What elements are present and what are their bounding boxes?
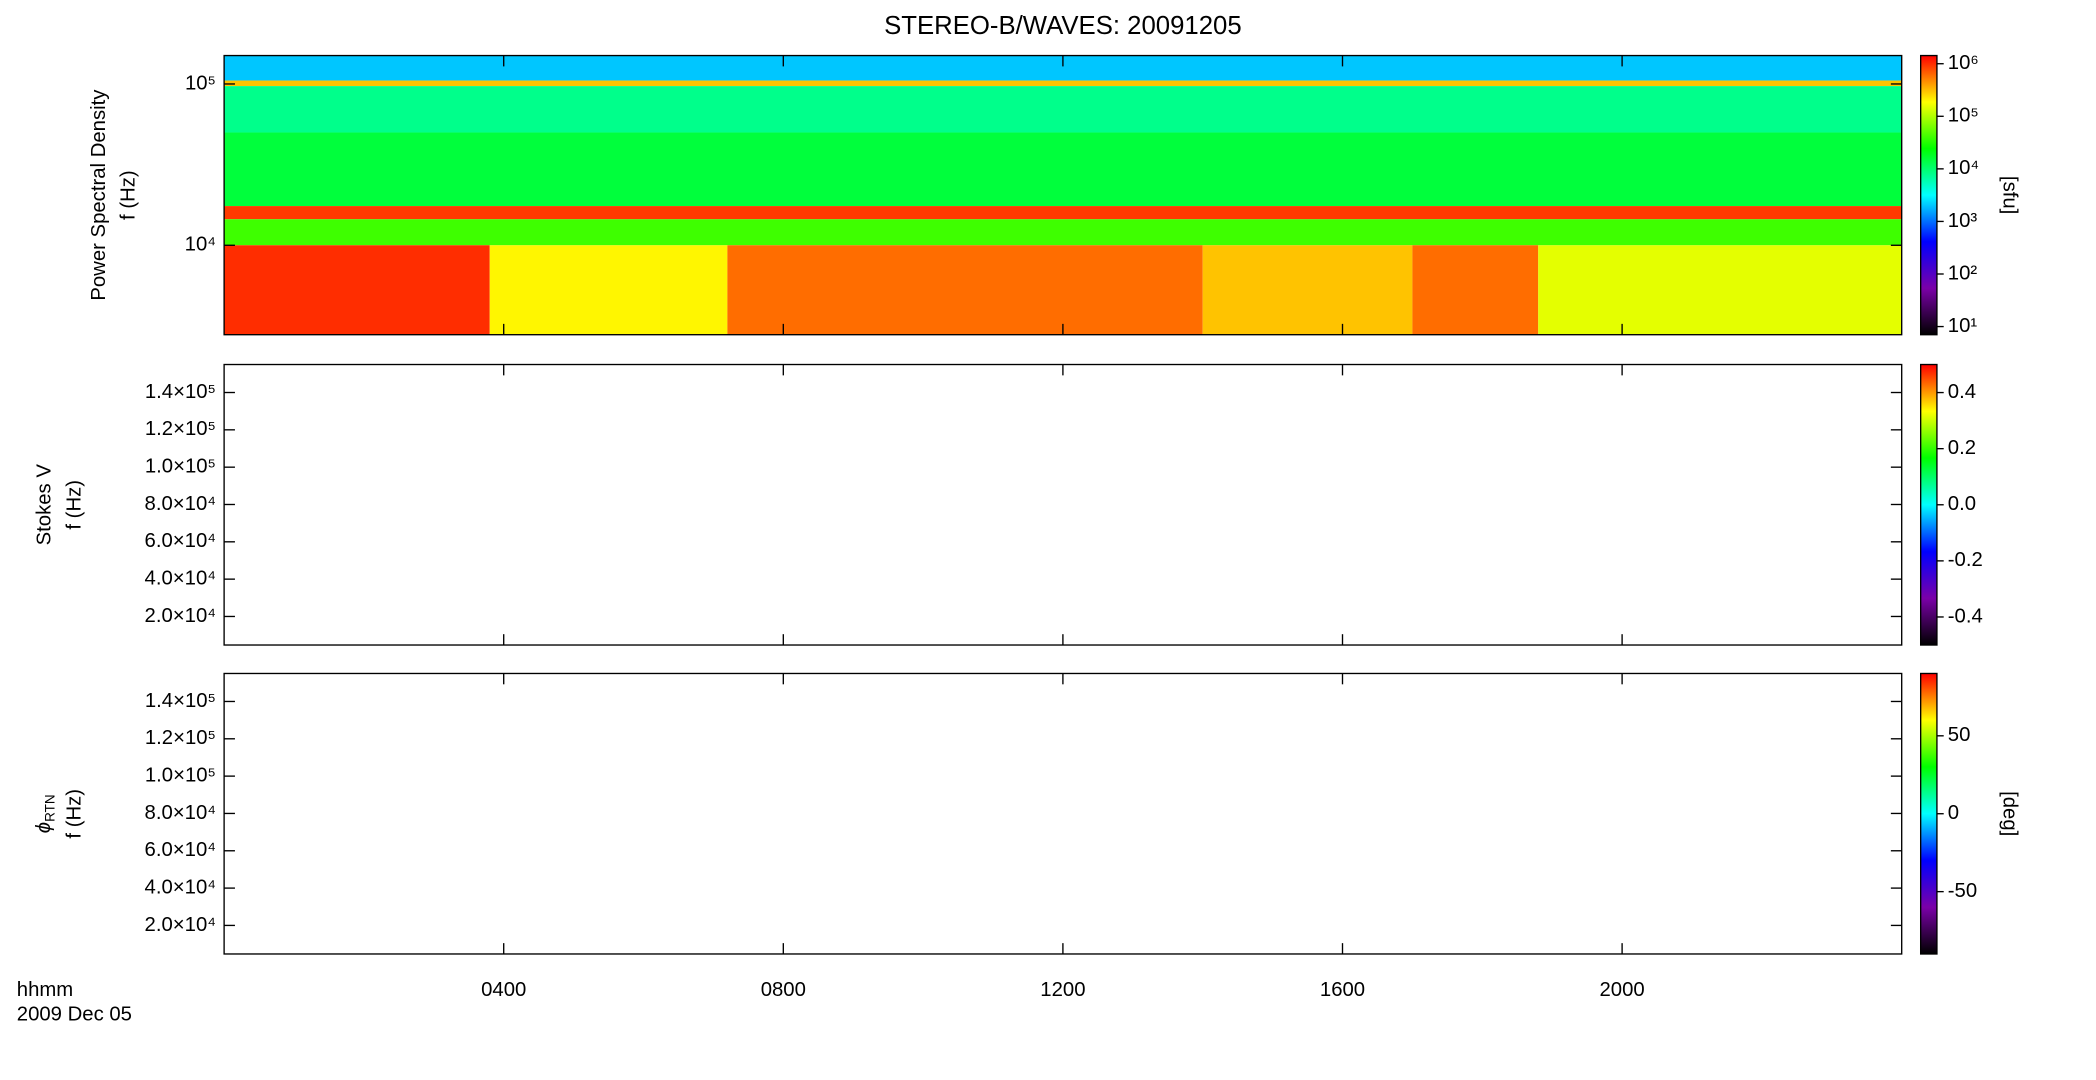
y-axis-title: ϕRTN bbox=[34, 794, 58, 833]
colorbar bbox=[1919, 54, 1938, 336]
colorbar-tick-label: 10¹ bbox=[1948, 315, 1978, 337]
y-tick-label: 2.0×10⁴ bbox=[145, 914, 216, 936]
x-axis-title: hhmm bbox=[17, 979, 73, 1001]
colorbar-title: [sfu] bbox=[1998, 176, 2020, 214]
y-tick-label: 4.0×10⁴ bbox=[145, 876, 216, 898]
colorbar bbox=[1919, 672, 1938, 955]
y-tick-label: 10⁵ bbox=[185, 72, 216, 94]
y-tick-label: 1.2×10⁵ bbox=[145, 727, 216, 749]
y-axis-title: f (Hz) bbox=[63, 789, 85, 839]
spectrogram-cell bbox=[1202, 245, 1413, 335]
x-tick-label: 2000 bbox=[1600, 979, 1645, 1001]
colorbar-tick-label: 0.4 bbox=[1948, 381, 1976, 403]
colorbar-tick-label: 0.2 bbox=[1948, 437, 1976, 459]
colorbar-tick-label: 10⁶ bbox=[1948, 52, 1979, 74]
colorbar-tick-label: 10² bbox=[1948, 262, 1978, 284]
colorbar-tick-label: 10⁵ bbox=[1948, 105, 1979, 127]
spectrogram-cell bbox=[489, 245, 728, 335]
x-tick-label: 0400 bbox=[481, 979, 526, 1001]
y-tick-label: 4.0×10⁴ bbox=[145, 568, 216, 590]
y-axis-title: f (Hz) bbox=[118, 170, 140, 220]
y-tick-label: 1.4×10⁵ bbox=[145, 690, 216, 712]
colorbar-tick-label: 0 bbox=[1948, 802, 1959, 824]
plot-frame bbox=[223, 672, 1903, 955]
colorbar-tick-label: 10⁴ bbox=[1948, 157, 1979, 179]
spectrogram-cell bbox=[1538, 245, 1902, 335]
colorbar-tick-label: 10³ bbox=[1948, 210, 1978, 232]
y-axis-subscript: RTN bbox=[42, 794, 57, 822]
colorbar-tick-label: 0.0 bbox=[1948, 493, 1976, 515]
chart-title: STEREO-B/WAVES: 20091205 bbox=[884, 12, 1242, 40]
colorbar bbox=[1919, 363, 1938, 646]
y-tick-label: 6.0×10⁴ bbox=[145, 530, 216, 552]
date-label: 2009 Dec 05 bbox=[17, 1003, 132, 1025]
y-tick-label: 1.2×10⁵ bbox=[145, 418, 216, 440]
y-tick-label: 1.0×10⁵ bbox=[145, 456, 216, 478]
spectrogram-cell bbox=[224, 245, 490, 335]
spectrogram-cell bbox=[224, 80, 1902, 87]
x-tick-label: 1600 bbox=[1320, 979, 1365, 1001]
y-tick-label: 8.0×10⁴ bbox=[145, 493, 216, 515]
colorbar-tick-label: -0.4 bbox=[1948, 605, 1983, 627]
spectrogram-cell bbox=[224, 219, 1902, 246]
spectrogram-cell bbox=[224, 86, 1902, 133]
spectrogram-cell bbox=[1412, 245, 1539, 335]
spectrogram-cell bbox=[224, 132, 1902, 207]
spectrogram-cell bbox=[224, 206, 1902, 220]
y-axis-title: Power Spectral Density bbox=[88, 89, 110, 301]
y-tick-label: 1.4×10⁵ bbox=[145, 381, 216, 403]
y-tick-label: 6.0×10⁴ bbox=[145, 839, 216, 861]
colorbar-tick-label: 50 bbox=[1948, 724, 1971, 746]
y-axis-title: Stokes V bbox=[34, 464, 56, 546]
y-axis-title: f (Hz) bbox=[63, 480, 85, 530]
x-tick-label: 1200 bbox=[1040, 979, 1085, 1001]
spectrogram-cell bbox=[727, 245, 1203, 335]
y-tick-label: 8.0×10⁴ bbox=[145, 802, 216, 824]
plot-frame bbox=[223, 363, 1903, 646]
y-tick-label: 10⁴ bbox=[185, 234, 216, 256]
colorbar-tick-label: -0.2 bbox=[1948, 549, 1983, 571]
colorbar-tick-label: -50 bbox=[1948, 880, 1977, 902]
y-tick-label: 1.0×10⁵ bbox=[145, 764, 216, 786]
y-tick-label: 2.0×10⁴ bbox=[145, 605, 216, 627]
colorbar-title: [deg] bbox=[1998, 791, 2020, 836]
x-tick-label: 0800 bbox=[761, 979, 806, 1001]
y-axis-symbol: ϕ bbox=[34, 822, 56, 833]
